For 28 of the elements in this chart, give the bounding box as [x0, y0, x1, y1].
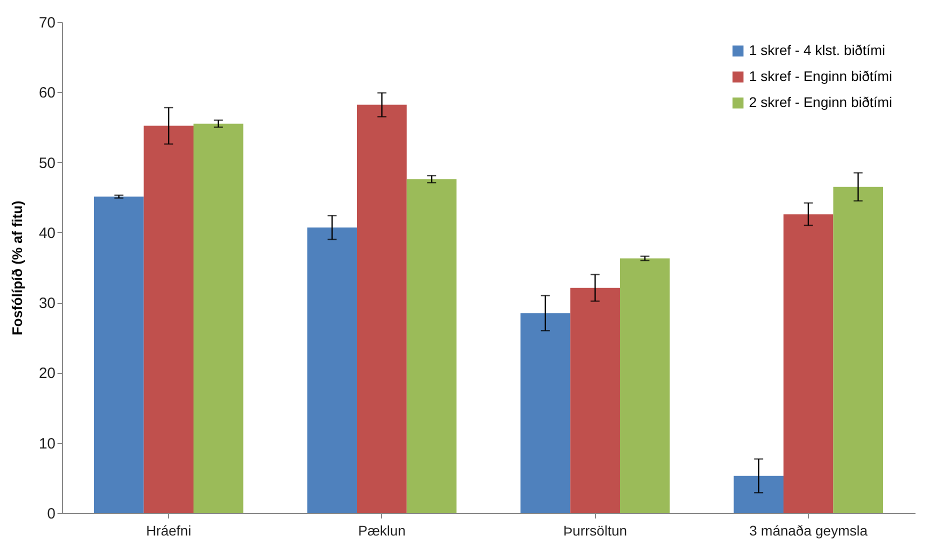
legend-label: 2 skref - Enginn biðtími: [749, 94, 892, 110]
x-tick-label: Þurrsöltun: [563, 522, 628, 538]
bar: [194, 124, 244, 513]
bar: [144, 126, 194, 513]
x-tick-label: Hráefni: [146, 522, 192, 538]
bar: [833, 186, 884, 513]
bar: [520, 313, 570, 513]
bar: [307, 228, 357, 513]
y-tick-label: 0: [47, 506, 56, 522]
x-tick-label: 3 mánaða geymsla: [749, 522, 868, 538]
y-tick-label: 10: [38, 435, 56, 452]
legend-label: 1 skref - 4 klst. biðtími: [749, 42, 886, 58]
y-tick-label: 50: [38, 154, 56, 172]
bar: [783, 214, 834, 513]
x-tick-label: Pæklun: [358, 522, 406, 538]
bar: [406, 179, 457, 513]
legend-label: 1 skref - Enginn biðtími: [749, 68, 892, 84]
y-tick-label: 20: [38, 365, 56, 382]
bar: [620, 258, 670, 513]
y-tick-label: 70: [38, 14, 56, 32]
bar: [734, 476, 784, 513]
y-tick-label: 40: [38, 224, 56, 242]
bar: [94, 196, 144, 513]
y-tick-label: 30: [38, 295, 56, 312]
bar: [356, 104, 407, 513]
bar: [570, 288, 620, 513]
y-tick-label: 60: [38, 84, 56, 102]
y-axis-title: Fosfólípíð (% af fitu): [8, 200, 25, 336]
